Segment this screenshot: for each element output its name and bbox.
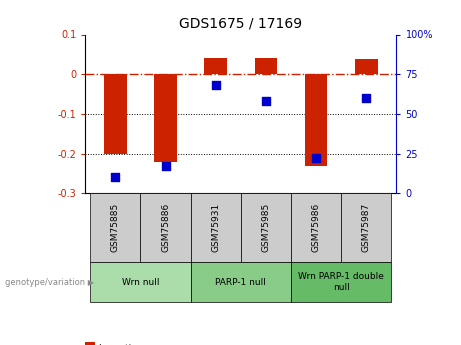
Text: log ratio: log ratio: [99, 344, 137, 345]
Point: [212, 82, 219, 88]
Bar: [291, 262, 391, 302]
Point: [162, 164, 169, 169]
Bar: [341, 193, 391, 262]
Point: [262, 98, 270, 104]
Bar: [104, 74, 127, 154]
Text: PARP-1 null: PARP-1 null: [215, 277, 266, 287]
Bar: [90, 193, 141, 262]
Bar: [305, 74, 327, 166]
Bar: [154, 74, 177, 162]
Bar: [191, 262, 291, 302]
Point: [313, 156, 320, 161]
Text: genotype/variation ▶: genotype/variation ▶: [5, 277, 94, 287]
Text: GSM75987: GSM75987: [362, 203, 371, 252]
Text: Wrn PARP-1 double
null: Wrn PARP-1 double null: [298, 272, 384, 292]
Text: GSM75885: GSM75885: [111, 203, 120, 252]
Text: GSM75886: GSM75886: [161, 203, 170, 252]
Text: GSM75931: GSM75931: [211, 203, 220, 252]
Bar: [191, 193, 241, 262]
Point: [363, 95, 370, 101]
Bar: [254, 58, 277, 74]
Bar: [241, 193, 291, 262]
Point: [112, 175, 119, 180]
Text: GSM75986: GSM75986: [312, 203, 321, 252]
Text: GSM75985: GSM75985: [261, 203, 271, 252]
Title: GDS1675 / 17169: GDS1675 / 17169: [179, 17, 302, 31]
Bar: [355, 59, 378, 74]
Bar: [205, 58, 227, 74]
Text: Wrn null: Wrn null: [122, 277, 159, 287]
Bar: [141, 193, 191, 262]
Bar: [90, 262, 191, 302]
Bar: [291, 193, 341, 262]
